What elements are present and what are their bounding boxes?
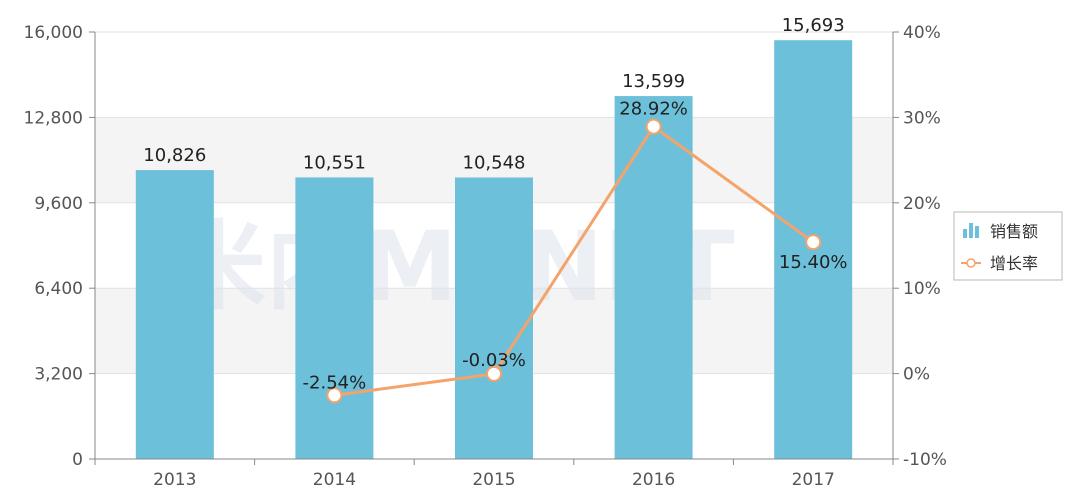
growth-line	[326, 118, 822, 404]
right-tick-label: -10%	[903, 450, 947, 470]
growth-point-2016	[645, 118, 662, 135]
bar-label-2015: 10,548	[463, 153, 526, 174]
bar-2016	[614, 96, 693, 459]
bars	[135, 40, 853, 460]
x-tick-label: 2015	[472, 470, 515, 490]
left-tick-label: 3,200	[34, 365, 83, 385]
right-tick-label: 0%	[903, 365, 930, 385]
axes	[94, 32, 894, 460]
bar-2014	[295, 177, 374, 460]
left-tick-label: 12,800	[24, 108, 83, 128]
legend: 销售额 增长率	[953, 211, 1063, 281]
right-tick-label: 20%	[903, 194, 941, 214]
growth-line-path	[334, 124, 815, 397]
bar-2013	[135, 170, 214, 460]
bar-label-2013: 10,826	[143, 145, 206, 166]
growth-label-2015: -0.03%	[462, 350, 526, 371]
right-tick-label: 30%	[903, 108, 941, 128]
x-tick-label: 2014	[313, 470, 356, 490]
growth-value-labels: -2.54% -0.03% 28.92% 15.40%	[303, 99, 848, 394]
growth-point-2015	[486, 365, 502, 382]
left-tick-label: 9,600	[34, 194, 83, 214]
bar-value-labels: 10,826 10,551 10,548 13,599 15,693	[143, 15, 844, 173]
legend-entry-growth[interactable]: 增长率	[990, 254, 1038, 273]
x-tick-label: 2016	[632, 470, 675, 490]
x-axis-ticks: 2013 2014 2015 2016 2017	[94, 459, 894, 490]
growth-label-2016: 28.92%	[619, 99, 688, 120]
legend-bar-icon	[963, 223, 979, 238]
growth-label-2014: -2.54%	[303, 372, 367, 393]
left-tick-label: 16,000	[24, 23, 83, 43]
bar-2015	[455, 177, 533, 459]
growth-point-2014	[326, 387, 343, 404]
growth-label-2017: 15.40%	[779, 252, 848, 273]
left-tick-label: 6,400	[34, 279, 83, 299]
right-axis-ticks: -10% 0% 10% 20% 30% 40%	[893, 23, 947, 470]
bar-label-2016: 13,599	[622, 71, 685, 92]
right-tick-label: 10%	[903, 279, 941, 299]
growth-point-2017	[805, 234, 822, 251]
bar-label-2014: 10,551	[303, 152, 366, 173]
left-tick-label: 0	[72, 450, 83, 470]
right-tick-label: 40%	[903, 23, 941, 43]
left-axis-ticks: 0 3,200 6,400 9,600 12,800 16,000	[24, 23, 95, 470]
legend-line-icon	[961, 258, 981, 268]
legend-entry-sales[interactable]: 销售额	[990, 222, 1038, 241]
x-tick-label: 2017	[792, 470, 835, 490]
x-tick-label: 2013	[153, 470, 196, 490]
bar-label-2017: 15,693	[782, 15, 845, 36]
